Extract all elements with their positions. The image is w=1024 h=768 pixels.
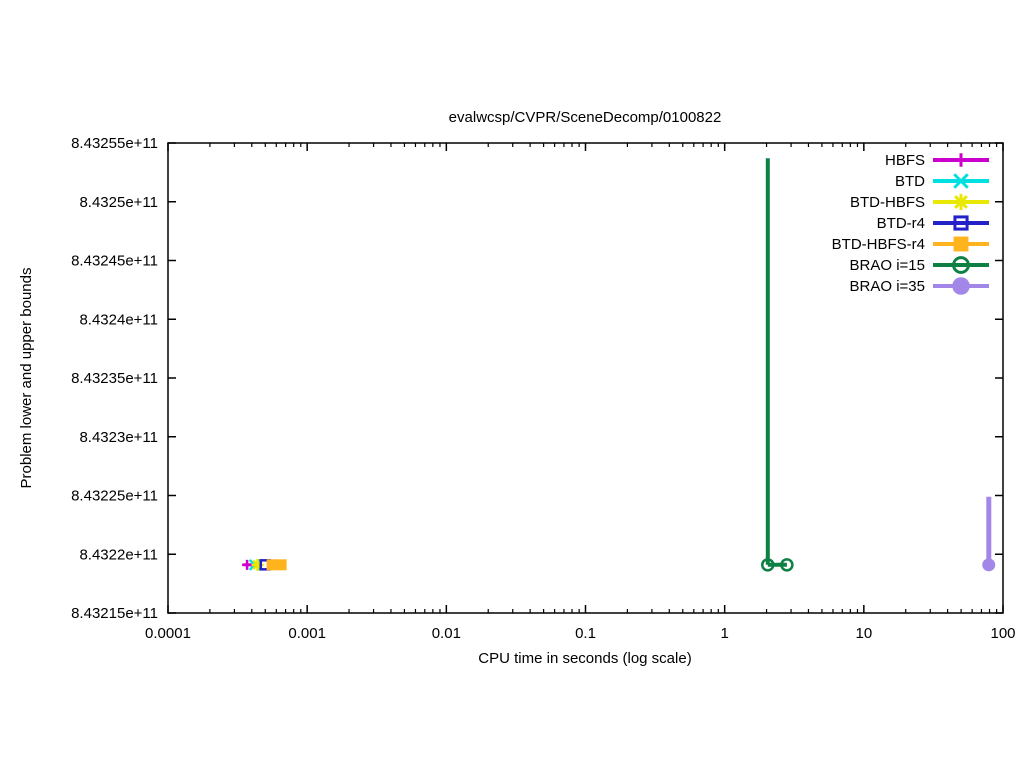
y-tick-label: 8.4323e+11 (79, 429, 158, 446)
marker-cross (953, 173, 969, 189)
legend-layer: HBFS BTD BTD-HBFS BTD-r4 BTD-HBFS-r4 BRAO i=1… (832, 152, 989, 295)
legend-item-btd-r4: BTD-r4 (877, 215, 989, 232)
series-layer (242, 158, 996, 572)
x-tick-label: 0.1 (575, 625, 596, 642)
series-btd-hbfs-r4 (266, 559, 287, 571)
y-tick-label: 8.4325e+11 (79, 194, 158, 211)
plot-border (167, 142, 1004, 614)
x-tick-label: 0.01 (432, 625, 461, 642)
marker-square-filled (266, 559, 278, 571)
marker-square-open (953, 215, 969, 231)
x-tick-label: 100 (990, 625, 1015, 642)
legend-label: BRAO i=35 (850, 278, 925, 295)
legend-label: HBFS (885, 152, 925, 169)
x-tick-label: 10 (855, 625, 872, 642)
marker-star (954, 195, 968, 209)
marker-circle-filled (982, 558, 996, 572)
axes-layer: 0.0001 0.001 0.01 0.1 1 10 100 8.43215e+11 8.432… (71, 135, 1015, 642)
y-tick-label: 8.43245e+11 (71, 253, 158, 270)
chart-title: evalwcsp/CVPR/SceneDecomp/0100822 (449, 109, 722, 126)
y-tick-label: 8.43255e+11 (71, 135, 158, 152)
legend-item-brao-i-35: BRAO i=35 (850, 277, 989, 295)
marker-circle-open (952, 256, 970, 274)
marker-square-filled (953, 236, 969, 252)
legend-item-btd-hbfs: BTD-HBFS (850, 193, 989, 211)
legend-label: BTD-HBFS-r4 (832, 236, 925, 253)
series-brao-i-35 (982, 496, 996, 572)
y-axis-label: Problem lower and upper bounds (18, 268, 35, 489)
y-tick-label: 8.43235e+11 (71, 370, 158, 387)
legend-label: BTD (895, 173, 925, 190)
legend-item-btd-hbfs-r4: BTD-HBFS-r4 (832, 236, 989, 253)
y-tick-label: 8.43215e+11 (71, 605, 158, 622)
legend-item-hbfs: HBFS (885, 152, 989, 169)
x-tick-label: 0.001 (288, 625, 326, 642)
x-tick-label: 0.0001 (145, 625, 191, 642)
legend-label: BTD-r4 (877, 215, 925, 232)
legend-item-btd: BTD (895, 173, 989, 190)
legend-label: BTD-HBFS (850, 194, 925, 211)
marker-square-filled (275, 559, 287, 571)
y-tick-label: 8.4324e+11 (79, 311, 158, 328)
marker-circle-open (761, 558, 775, 572)
x-axis-label: CPU time in seconds (log scale) (478, 650, 691, 667)
y-tick-label: 8.43225e+11 (71, 488, 158, 505)
marker-circle-filled (952, 277, 970, 295)
marker-circle-open (780, 558, 794, 572)
series-brao-i-15 (761, 158, 794, 572)
y-tick-label: 8.4322e+11 (79, 546, 158, 563)
legend-item-brao-i-15: BRAO i=15 (850, 256, 989, 274)
legend-label: BRAO i=15 (850, 257, 925, 274)
x-tick-label: 1 (720, 625, 728, 642)
